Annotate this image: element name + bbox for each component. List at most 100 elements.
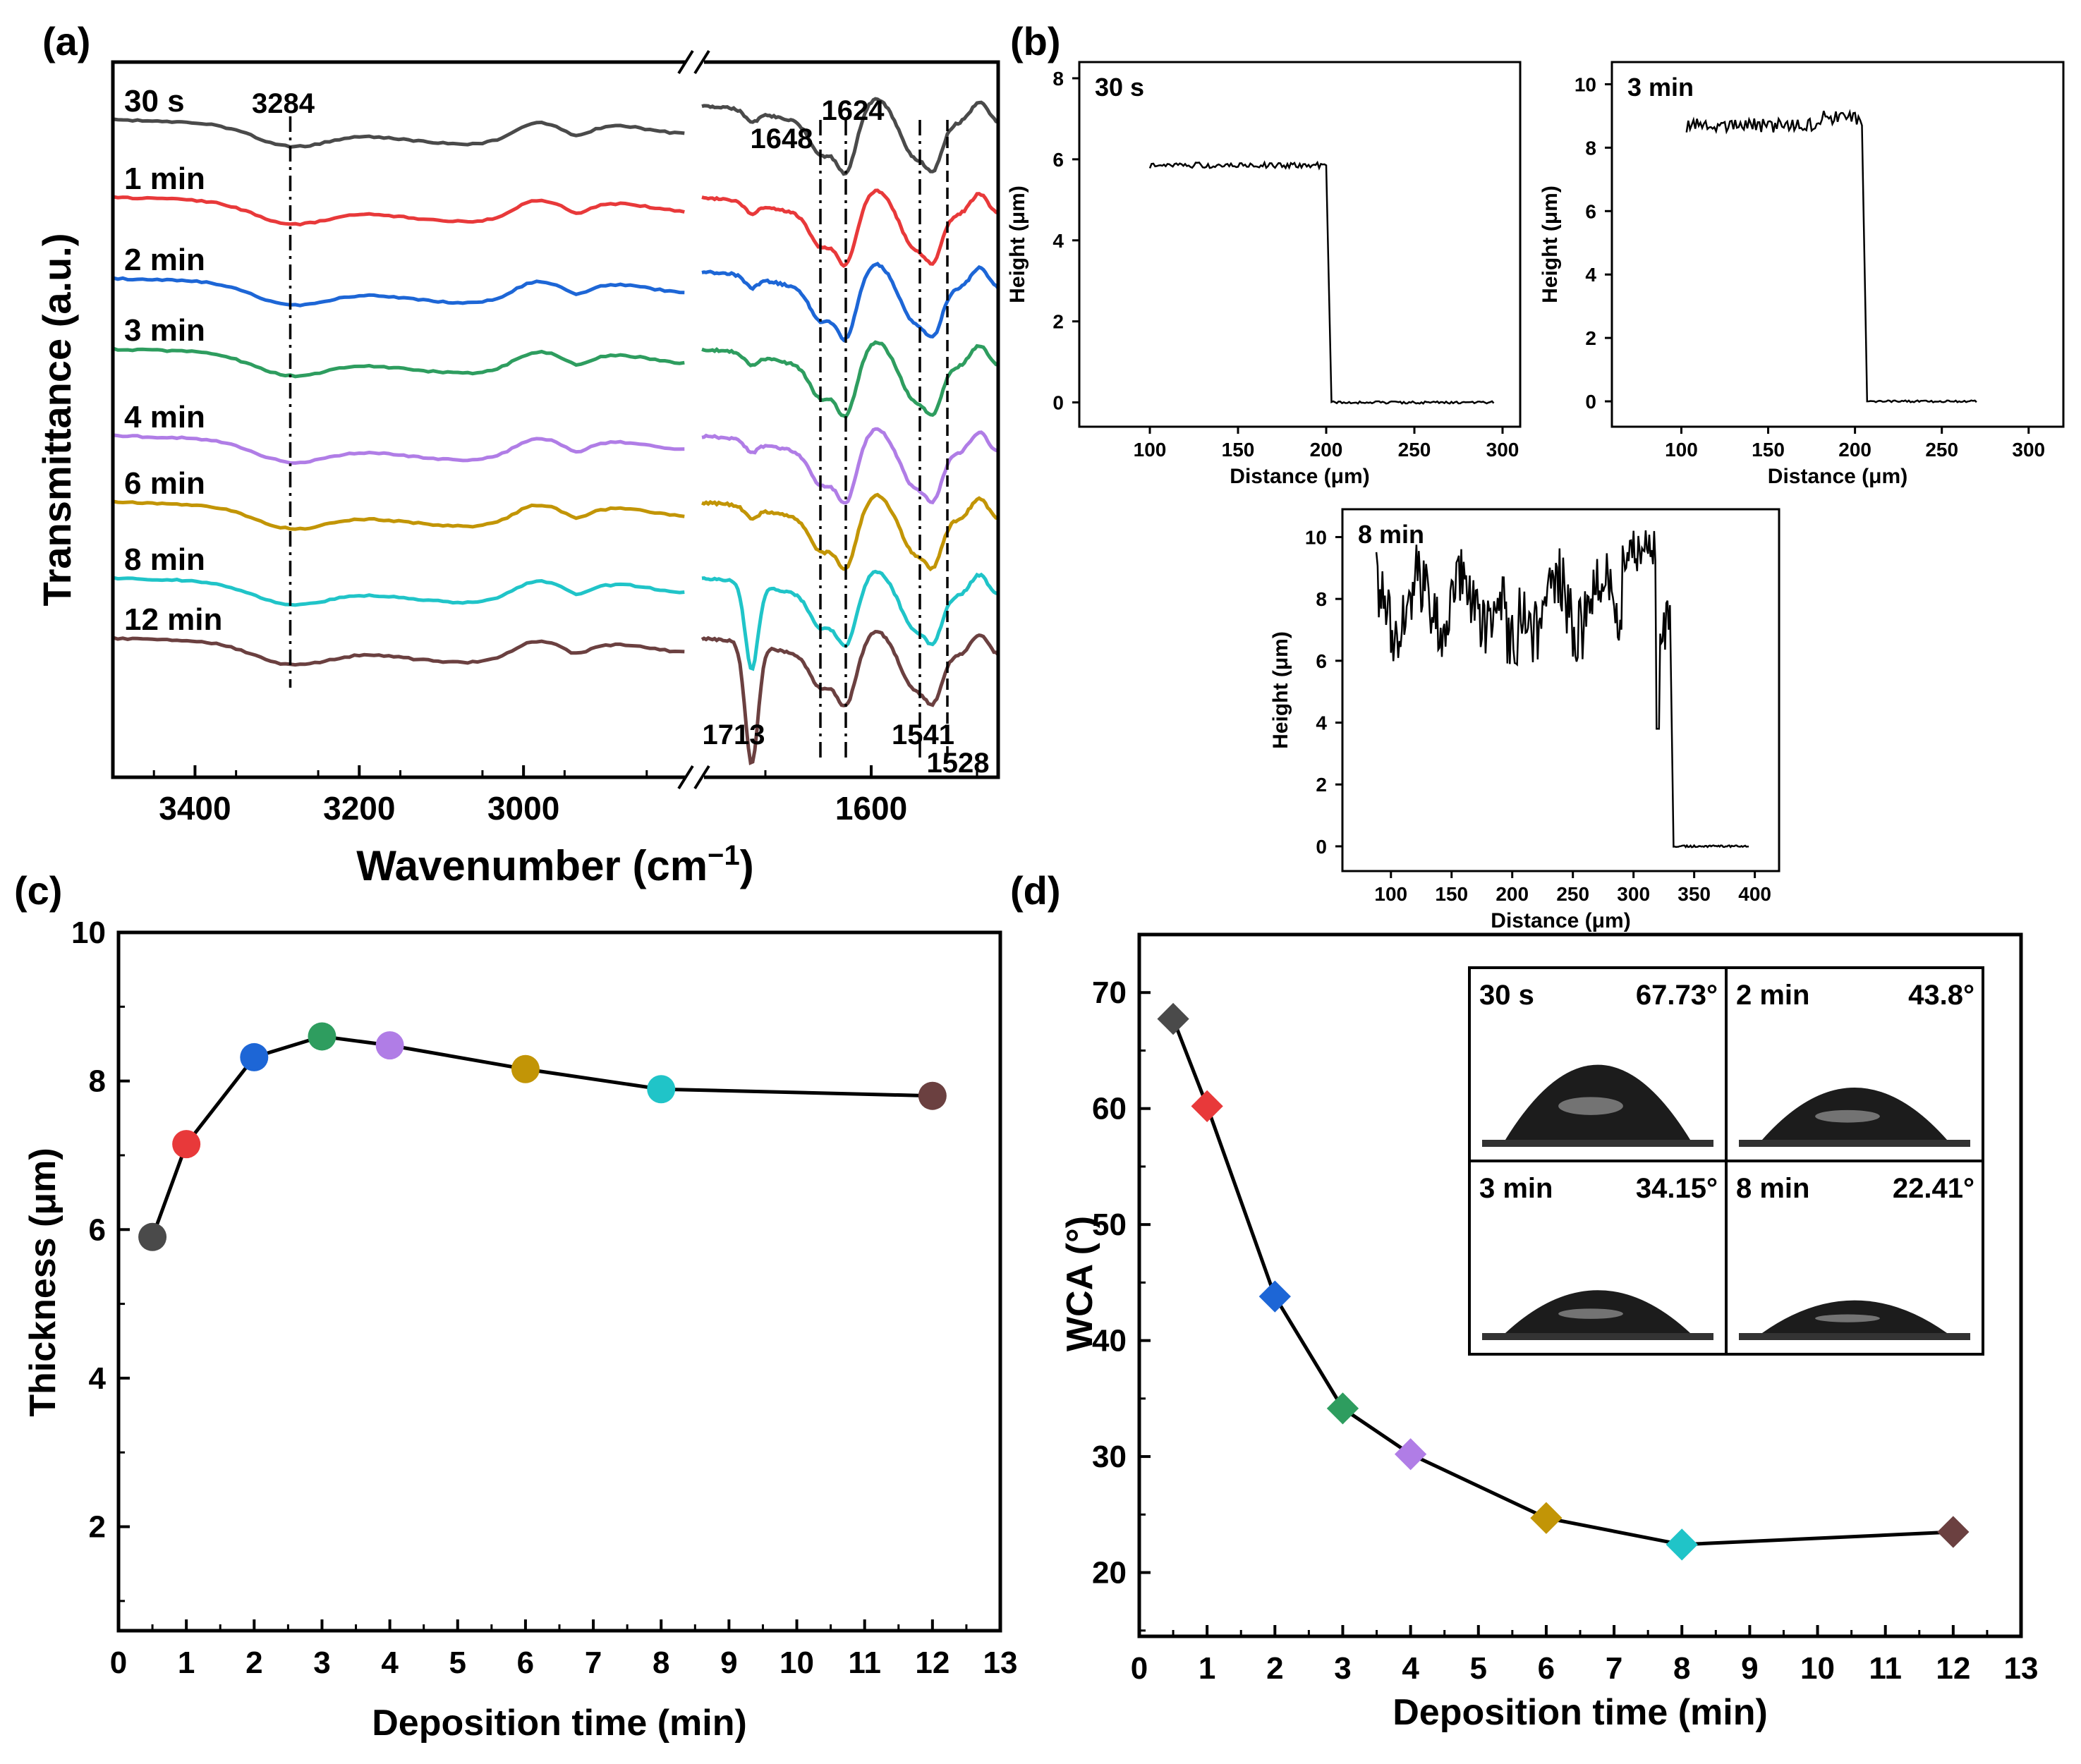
x-tick-label: 3 — [1334, 1651, 1351, 1686]
profile-x-axis-label: Distance (μm) — [1230, 465, 1369, 488]
ftir-peak-label: 1624 — [822, 95, 885, 126]
profile-x-tick-label: 250 — [1925, 439, 1958, 461]
profile-y-tick-label: 4 — [1052, 230, 1064, 252]
profile-y-tick-label: 0 — [1316, 836, 1327, 858]
data-point — [511, 1054, 540, 1083]
ftir-series-label: 12 min — [124, 602, 222, 637]
ftir-panel: 3400 3200 3000 1600 30 s 1 min 2 min 3 min 4 mi… — [35, 49, 1000, 889]
profile-axis-frame — [1610, 61, 2065, 428]
profile-subplot-3-min: 100 150 200 250 300 0 2 4 6 8 10 Distance (μm) Heigh… — [1539, 61, 2065, 488]
profile-x-tick-label: 100 — [1374, 883, 1407, 905]
inset-time-label: 2 min — [1736, 980, 1809, 1011]
thickness-x-axis-label: Deposition time (min) — [372, 1703, 747, 1744]
data-point — [138, 1222, 167, 1251]
profile-x-tick-label: 100 — [1665, 439, 1698, 461]
ftir-x-ticks: 3400 3200 3000 1600 — [152, 765, 978, 827]
ftir-series-label: 4 min — [124, 400, 205, 434]
profile-y-axis-label: Height (μm) — [1539, 185, 1562, 303]
contact-angle-inset: 30 s 67.73° 2 min 43.8° 3 min 34.15° 8 min 22.4… — [1468, 966, 1984, 1356]
inset-substrate — [1739, 1140, 1970, 1147]
ftir-series-left-8-min — [112, 576, 685, 607]
profile-y-tick-label: 8 — [1052, 68, 1064, 90]
ftir-series-label: 30 s — [124, 84, 185, 118]
ftir-x-axis-label: Wavenumber (cm−1) — [356, 840, 754, 889]
profile-y-tick-label: 10 — [1575, 73, 1596, 95]
x-tick-label: 1 — [178, 1646, 195, 1680]
x-tick-label: 6 — [517, 1646, 534, 1680]
profile-y-tick-label: 4 — [1316, 712, 1327, 734]
ftir-series-label: 2 min — [124, 243, 205, 277]
droplet-highlight — [1558, 1097, 1623, 1115]
profile-axis-frame — [1078, 61, 1522, 428]
x-tick-label: 9 — [720, 1646, 737, 1680]
profile-y-tick-label: 0 — [1585, 391, 1596, 413]
profile-y-tick-label: 2 — [1316, 774, 1327, 796]
x-tick-label: 10 — [779, 1646, 814, 1680]
x-tick-label: 8 — [1673, 1651, 1690, 1686]
x-tick-label: 8 — [653, 1646, 669, 1680]
profile-time-label: 3 min — [1627, 73, 1694, 102]
profile-x-tick-label: 400 — [1738, 883, 1771, 905]
x-tick-label: 7 — [1606, 1651, 1622, 1686]
ftir-series-left-4-min — [112, 433, 685, 466]
profile-y-tick-label: 0 — [1052, 392, 1064, 414]
ftir-y-axis-label: Transmittance (a.u.) — [35, 233, 79, 606]
y-tick-label: 20 — [1092, 1556, 1127, 1590]
data-point — [1666, 1528, 1698, 1561]
profile-y-tick-label: 2 — [1585, 327, 1596, 349]
profile-x-tick-label: 150 — [1752, 439, 1785, 461]
profile-x-tick-label: 300 — [1486, 439, 1519, 461]
ftir-series-label: 1 min — [124, 162, 205, 196]
data-point — [647, 1075, 676, 1104]
ftir-series-left-30-s — [112, 117, 685, 149]
profile-trace — [1685, 109, 1977, 403]
ftir-x-tick-label: 1600 — [835, 790, 907, 827]
profile-trace — [1148, 160, 1495, 405]
data-point — [1157, 1002, 1189, 1035]
ftir-series-left-3-min — [112, 346, 685, 379]
data-point — [172, 1130, 201, 1159]
ftir-series-group — [112, 97, 1000, 765]
x-tick-label: 13 — [983, 1646, 1018, 1680]
profile-y-tick-label: 6 — [1585, 200, 1596, 222]
panel-label-b: (b) — [1010, 19, 1061, 63]
profile-x-tick-label: 100 — [1134, 439, 1167, 461]
thickness-y-axis-label: Thickness (μm) — [23, 1148, 63, 1416]
y-tick-label: 2 — [89, 1510, 106, 1545]
wca-trend-line — [1171, 1018, 1953, 1547]
x-tick-label: 0 — [1131, 1651, 1148, 1686]
profile-y-tick-label: 10 — [1305, 526, 1327, 548]
ftir-series-left-6-min — [112, 499, 685, 531]
x-tick-label: 13 — [2004, 1651, 2039, 1686]
profile-x-tick-label: 150 — [1435, 883, 1468, 905]
droplet-highlight — [1558, 1308, 1623, 1319]
profile-subplot-30-s: 100 150 200 250 300 0 2 4 6 8 Distance (μm) Height … — [1006, 61, 1522, 488]
ftir-series-left-12-min — [112, 635, 685, 667]
ftir-series-label: 8 min — [124, 542, 205, 577]
x-tick-label: 3 — [313, 1646, 330, 1680]
y-tick-label: 40 — [1092, 1324, 1127, 1358]
data-point — [1530, 1502, 1563, 1534]
x-tick-label: 9 — [1741, 1651, 1758, 1686]
panel-label-d: (d) — [1010, 868, 1061, 913]
x-tick-label: 1 — [1199, 1651, 1215, 1686]
x-tick-label: 11 — [1869, 1651, 1902, 1686]
ftir-series-left-2-min — [112, 276, 685, 308]
ftir-series-right-3-min — [701, 340, 999, 420]
ftir-series-right-4-min — [701, 427, 999, 505]
x-tick-label: 10 — [1800, 1651, 1835, 1686]
profile-x-tick-label: 250 — [1398, 439, 1431, 461]
profile-y-tick-label: 6 — [1052, 149, 1064, 171]
x-tick-label: 12 — [915, 1646, 950, 1680]
x-tick-label: 4 — [1402, 1651, 1419, 1686]
y-tick-label: 8 — [89, 1064, 106, 1099]
profile-x-tick-label: 200 — [1495, 883, 1529, 905]
profile-y-axis-label: Height (μm) — [1269, 631, 1292, 749]
y-tick-label: 60 — [1092, 1092, 1127, 1126]
profile-subplot-8-min: 100 150 200 250 300 350 400 0 2 4 6 8 10 Distance (μm… — [1269, 508, 1780, 932]
ftir-peak-label: 1528 — [927, 748, 990, 779]
profile-x-tick-label: 250 — [1556, 883, 1589, 905]
inset-substrate — [1482, 1333, 1713, 1340]
